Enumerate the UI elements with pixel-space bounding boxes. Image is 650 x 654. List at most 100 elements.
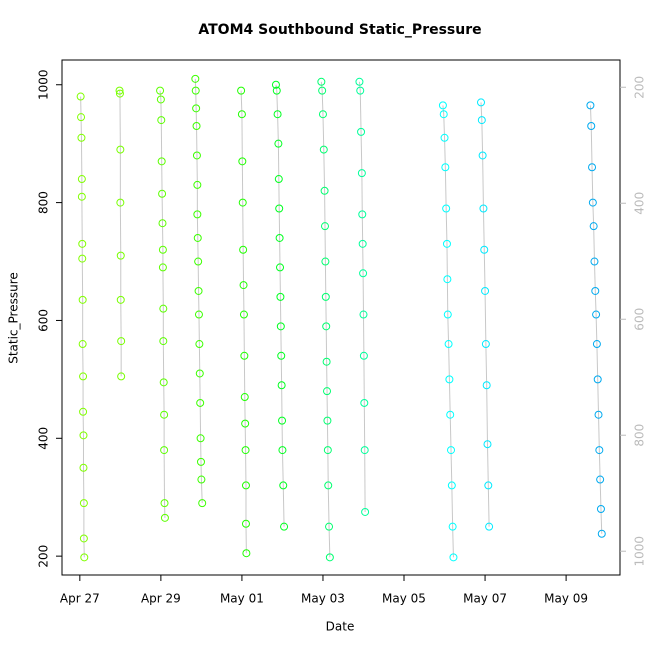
y-tick-label: 1000 (37, 69, 51, 100)
point (439, 110, 448, 119)
point (483, 440, 492, 449)
point (323, 416, 332, 425)
point (447, 446, 456, 455)
point (241, 446, 250, 455)
point (197, 475, 206, 484)
point (359, 269, 368, 278)
point (597, 529, 606, 538)
y2-tick-label: 1000 (633, 536, 647, 567)
point (359, 310, 368, 319)
point (276, 322, 285, 331)
point (158, 219, 167, 228)
point (156, 95, 165, 104)
point (443, 310, 452, 319)
point (277, 351, 286, 360)
point (360, 398, 369, 407)
point (587, 121, 596, 130)
point (116, 251, 125, 260)
point (447, 481, 456, 490)
plot-frame (61, 59, 621, 576)
point (479, 204, 488, 213)
point (322, 357, 331, 366)
point (592, 310, 601, 319)
point (191, 74, 200, 83)
point (117, 337, 126, 346)
x-tick-label: May 07 (463, 592, 507, 606)
point (159, 378, 168, 387)
x-tick-label: May 03 (301, 592, 345, 606)
point (79, 463, 88, 472)
point (446, 410, 455, 419)
point (280, 522, 289, 531)
point (239, 245, 248, 254)
point (239, 310, 248, 319)
point (240, 393, 249, 402)
point (586, 101, 595, 110)
point (589, 222, 598, 231)
x-tick-label: May 09 (544, 592, 588, 606)
point (78, 254, 87, 263)
track-line (240, 90, 247, 554)
point (77, 133, 86, 142)
point (272, 86, 281, 95)
point (321, 257, 330, 266)
point (279, 481, 288, 490)
point (441, 163, 450, 172)
point (442, 204, 451, 213)
point (157, 116, 166, 125)
point (359, 351, 368, 360)
point (160, 499, 169, 508)
track-line (442, 105, 454, 558)
point (194, 310, 203, 319)
point (276, 292, 285, 301)
point (241, 481, 250, 490)
point (442, 239, 451, 248)
point (274, 175, 283, 184)
track-line (80, 96, 85, 558)
point (595, 446, 604, 455)
point (358, 210, 367, 219)
point (237, 86, 246, 95)
point (477, 98, 486, 107)
point (116, 295, 125, 304)
point (157, 157, 166, 166)
point (485, 522, 494, 531)
x-tick-label: Apr 29 (141, 592, 181, 606)
point (276, 263, 285, 272)
x-tick-label: May 01 (220, 592, 264, 606)
point (325, 522, 334, 531)
y2-tick-label: 200 (633, 76, 647, 99)
point (443, 275, 452, 284)
point (158, 263, 167, 272)
point (317, 77, 326, 86)
point (159, 304, 168, 313)
point (196, 434, 205, 443)
point (78, 239, 87, 248)
point (445, 375, 454, 384)
point (78, 295, 87, 304)
point (159, 337, 168, 346)
point (357, 169, 366, 178)
point (194, 286, 203, 295)
point (323, 387, 332, 396)
point (77, 192, 86, 201)
point (277, 381, 286, 390)
point (115, 86, 124, 95)
point (242, 549, 251, 558)
point (76, 92, 85, 101)
point (319, 145, 328, 154)
point (241, 419, 250, 428)
point (241, 519, 250, 528)
point (596, 475, 605, 484)
point (321, 292, 330, 301)
point (356, 86, 365, 95)
point (361, 507, 370, 516)
track-line (358, 81, 366, 512)
track-line (320, 81, 331, 558)
point (278, 446, 287, 455)
point (588, 163, 597, 172)
point (358, 239, 367, 248)
point (318, 110, 327, 119)
point (160, 410, 169, 419)
